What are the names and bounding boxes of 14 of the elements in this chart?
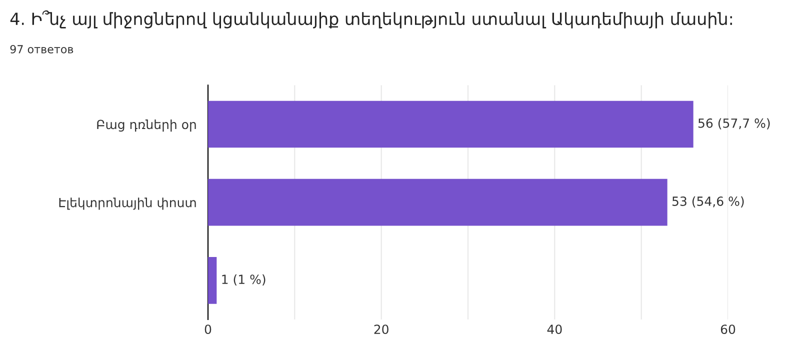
bar	[208, 178, 668, 226]
data-label: 1 (1 %)	[222, 274, 266, 286]
chart-title: 4. Ի՞նչ այլ միջոցներով կցանկանայիք տեղեկություն ստանալ Ակադեմիայի մասին:	[10, 10, 732, 28]
y-tick-label: Բաց դռների օր	[97, 120, 196, 132]
x-tick-label: 40	[547, 324, 562, 334]
x-tick-label: 60	[720, 324, 736, 334]
data-label: 56 (57,7 %)	[698, 118, 770, 130]
text: 97 ответов	[10, 45, 74, 54]
bar	[208, 100, 694, 148]
data-label: 53 (54,6 %)	[672, 196, 744, 208]
bar	[208, 257, 217, 304]
y-tick-label: Էլեկտրոնային փոստ	[59, 198, 196, 210]
x-tick-label: 20	[374, 324, 388, 334]
x-tick-label: 0	[204, 324, 212, 334]
